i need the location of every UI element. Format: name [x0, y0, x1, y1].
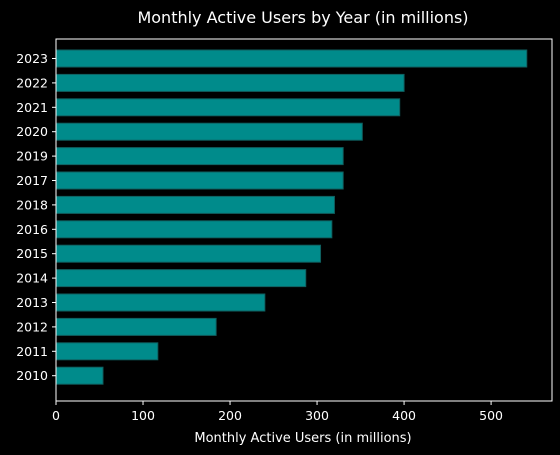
x-tick-label: 200 [218, 408, 242, 423]
bar-2011 [55, 342, 159, 361]
y-tick-label: 2019 [16, 149, 48, 164]
bar-2014 [55, 269, 307, 288]
x-tick-label: 500 [479, 408, 503, 423]
bar-2013 [55, 293, 266, 312]
bar-2019 [55, 147, 344, 166]
y-tick-label: 2016 [16, 222, 48, 237]
x-tick-label: 0 [52, 408, 60, 423]
y-tick-label: 2011 [16, 344, 48, 359]
y-tick-label: 2015 [16, 246, 48, 261]
chart-title: Monthly Active Users by Year (in million… [137, 8, 468, 27]
x-axis-label: Monthly Active Users (in millions) [194, 431, 411, 446]
y-tick-label: 2022 [16, 75, 48, 90]
bar-2010 [55, 366, 104, 385]
y-tick-label: 2014 [16, 271, 48, 286]
y-tick-label: 2018 [16, 197, 48, 212]
x-tick-label: 300 [305, 408, 329, 423]
y-tick-label: 2023 [16, 51, 48, 66]
x-tick-label: 100 [131, 408, 155, 423]
y-tick-label: 2020 [16, 124, 48, 139]
y-tick-label: 2013 [16, 295, 48, 310]
bar-2023 [55, 49, 528, 68]
bar-2018 [55, 195, 335, 214]
bar-2020 [55, 122, 363, 141]
x-axis-ticks: 0 100 200 300 400 500 [52, 401, 503, 423]
y-tick-label: 2017 [16, 173, 48, 188]
plot-frame [55, 38, 553, 402]
bar-2016 [55, 220, 333, 239]
bar-2017 [55, 171, 344, 190]
bar-2012 [55, 317, 217, 336]
bar-2021 [55, 98, 401, 117]
y-tick-label: 2012 [16, 319, 48, 334]
bar-2015 [55, 244, 322, 263]
x-tick-label: 400 [392, 408, 416, 423]
y-tick-label: 2021 [16, 100, 48, 115]
y-axis-ticks: 2023 2022 2021 2020 2019 2017 2018 2016 2015 2014… [16, 51, 56, 383]
y-tick-label: 2010 [16, 368, 48, 383]
bar-2022 [55, 73, 405, 92]
